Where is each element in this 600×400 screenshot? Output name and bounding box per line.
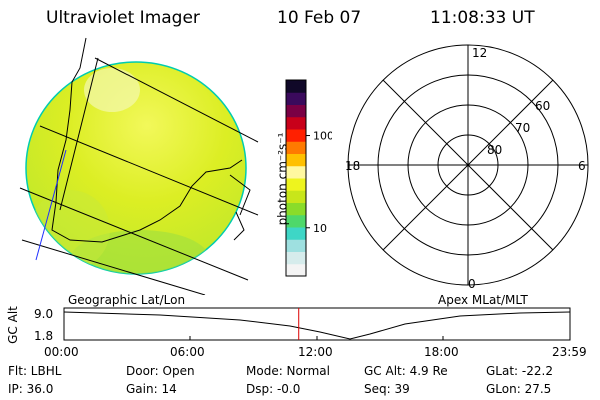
status-glon: GLon: 27.5 [486,382,552,396]
altitude-frame [63,307,571,341]
apex-caption: Apex MLat/MLT [438,293,528,307]
status-mode: Mode: Normal [246,364,330,378]
colorbar-band [286,263,306,277]
image-date: 10 Feb 07 [277,8,362,28]
time-tick-3: 18:00 [424,345,459,359]
status-seq: Seq: 39 [364,382,410,396]
colorbar-band [286,190,306,203]
image-time: 11:08:33 UT [430,8,535,28]
time-tick-0: 00:00 [44,345,79,359]
colorbar-band [286,80,306,93]
status-gain: Gain: 14 [126,382,177,396]
colorbar-band [286,92,306,105]
status-filter: Flt: LBHL [8,364,62,378]
lat-label-80: 80 [487,143,502,157]
time-tick-1: 06:00 [170,345,205,359]
status-door: Door: Open [126,364,195,378]
colorbar-band [286,153,306,167]
time-tick-4: 23:59 [552,345,587,359]
colorbar-frame [285,79,307,277]
colorbar-tick-label: 10 [313,222,327,235]
terminator-line [35,149,67,261]
colorbar-band [286,251,306,265]
colorbar-band [286,178,306,191]
colorbar-band [286,141,306,154]
diagonal-b [382,79,554,251]
colorbar-band [286,227,306,240]
colorbar-unit: photon cm⁻²s⁻¹ [275,132,290,226]
geographic-caption: Geographic Lat/Lon [68,293,186,307]
colorbar-band [286,116,306,130]
colorbar-tick-label: 100 [313,130,332,143]
status-gc-alt: GC Alt: 4.9 Re [364,364,448,378]
colorbar-band [286,202,306,216]
alt-tick-bottom: 1.8 [34,329,54,343]
status-ip: IP: 36.0 [8,382,54,396]
mlt-label-0: 0 [468,277,476,291]
colorbar-ticks: 100 10 [306,130,332,235]
status-dsp: Dsp: -0.0 [246,382,301,396]
uv-image-panel [19,37,259,295]
colorbar-band [286,214,306,228]
mlt-label-6: 6 [578,159,586,173]
altitude-curve [63,311,571,340]
colorbar-band [286,104,306,118]
lat-label-60: 60 [535,99,550,113]
altitude-x-ticks [63,336,571,340]
alt-tick-top: 9.0 [34,307,54,321]
mlt-label-18: 18 [345,159,360,173]
lat-label-70: 70 [515,121,530,135]
colorbar-band [286,239,306,252]
status-glat: GLat: -22.2 [486,364,553,378]
altitude-plot [63,307,571,341]
altitude-axis-label: GC Alt [5,306,20,344]
colorbar: 100 10 [285,79,332,277]
grid-lines [19,57,259,295]
coastlines [51,37,251,243]
colorbar-band [286,165,306,179]
mlt-label-12: 12 [472,46,487,60]
time-tick-2: 12:00 [298,345,333,359]
instrument-title: Ultraviolet Imager [46,8,200,28]
polar-grid: 12 18 6 0 60 70 80 [345,44,589,291]
colorbar-gradient [286,80,306,277]
colorbar-band [286,129,306,142]
